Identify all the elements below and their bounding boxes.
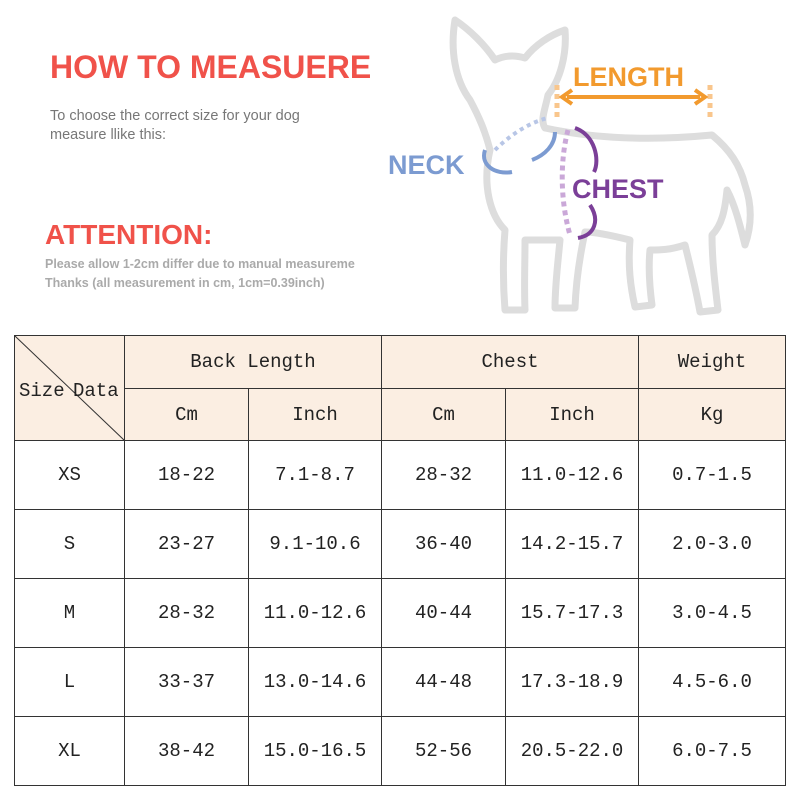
data-cell: 40-44 <box>381 578 506 648</box>
group-header: Back Length <box>124 335 382 389</box>
data-cell: 11.0-12.6 <box>505 440 639 510</box>
corner-label: Data <box>73 380 119 402</box>
data-cell: 52-56 <box>381 716 506 786</box>
illustration: HOW TO MEASUERE To choose the correct si… <box>45 16 754 316</box>
size-cell: S <box>14 509 125 579</box>
note: Please allow 1-2cm differ due to manual … <box>45 257 355 271</box>
attention: ATTENTION: <box>45 219 212 250</box>
data-cell: 11.0-12.6 <box>248 578 382 648</box>
unit-header: Cm <box>124 388 249 441</box>
data-cell: 28-32 <box>381 440 506 510</box>
title: HOW TO MEASUERE <box>50 49 371 85</box>
data-cell: 36-40 <box>381 509 506 579</box>
size-cell: L <box>14 647 125 717</box>
arrowheads <box>558 88 709 106</box>
group-header: Chest <box>381 335 639 389</box>
data-cell: 17.3-18.9 <box>505 647 639 717</box>
data-cell: 15.7-17.3 <box>505 578 639 648</box>
data-cell: 15.0-16.5 <box>248 716 382 786</box>
data-cell: 6.0-7.5 <box>638 716 786 786</box>
neck-guide <box>493 116 549 152</box>
size-row: M 28-32 11.0-12.6 40-44 15.7-17.3 3.0-4.5 <box>14 578 786 648</box>
data-cell: 23-27 <box>124 509 249 579</box>
chest-guide <box>559 129 573 236</box>
chest-label: CHEST <box>572 174 664 204</box>
note: Thanks (all measurement in cm, 1cm=0.39i… <box>45 276 325 290</box>
data-cell: 0.7-1.5 <box>638 440 786 510</box>
size-cell: XL <box>14 716 125 786</box>
subtitle: To choose the correct size for your dog <box>50 108 300 124</box>
size-row: L 33-37 13.0-14.6 44-48 17.3-18.9 4.5-6.0 <box>14 647 786 717</box>
unit-header: Kg <box>638 388 786 441</box>
data-cell: 38-42 <box>124 716 249 786</box>
data-cell: 13.0-14.6 <box>248 647 382 717</box>
data-cell: 9.1-10.6 <box>248 509 382 579</box>
data-cell: 20.5-22.0 <box>505 716 639 786</box>
data-cell: 44-48 <box>381 647 506 717</box>
size-cell: XS <box>14 440 125 510</box>
corner-diagonal <box>15 336 125 441</box>
unit-header: Inch <box>505 388 639 441</box>
neck-label: NECK <box>388 150 465 180</box>
data-cell: 2.0-3.0 <box>638 509 786 579</box>
neck-arrow <box>482 131 557 175</box>
corner-cell: Size Data <box>14 335 125 441</box>
data-cell: 28-32 <box>124 578 249 648</box>
size-table: Size Data Back Length Chest Weight Cm Inc… <box>14 335 786 786</box>
data-cell: 4.5-6.0 <box>638 647 786 717</box>
data-cell: 18-22 <box>124 440 249 510</box>
group-header: Weight <box>638 335 786 389</box>
length-label: LENGTH <box>573 62 684 92</box>
size-cell: M <box>14 578 125 648</box>
unit-header: Cm <box>381 388 506 441</box>
size-row: XL 38-42 15.0-16.5 52-56 20.5-22.0 6.0-7.5 <box>14 716 786 786</box>
subtitle: measure llike this: <box>50 127 166 143</box>
data-cell: 14.2-15.7 <box>505 509 639 579</box>
size-row: XS 18-22 7.1-8.7 28-32 11.0-12.6 0.7-1.5 <box>14 440 786 510</box>
chest-arrow <box>574 126 599 240</box>
corner-label: Size <box>19 380 65 402</box>
size-row: S 23-27 9.1-10.6 36-40 14.2-15.7 2.0-3.0 <box>14 509 786 579</box>
data-cell: 7.1-8.7 <box>248 440 382 510</box>
unit-header: Inch <box>248 388 382 441</box>
dog-silhouette <box>449 16 754 316</box>
data-cell: 3.0-4.5 <box>638 578 786 648</box>
data-cell: 33-37 <box>124 647 249 717</box>
